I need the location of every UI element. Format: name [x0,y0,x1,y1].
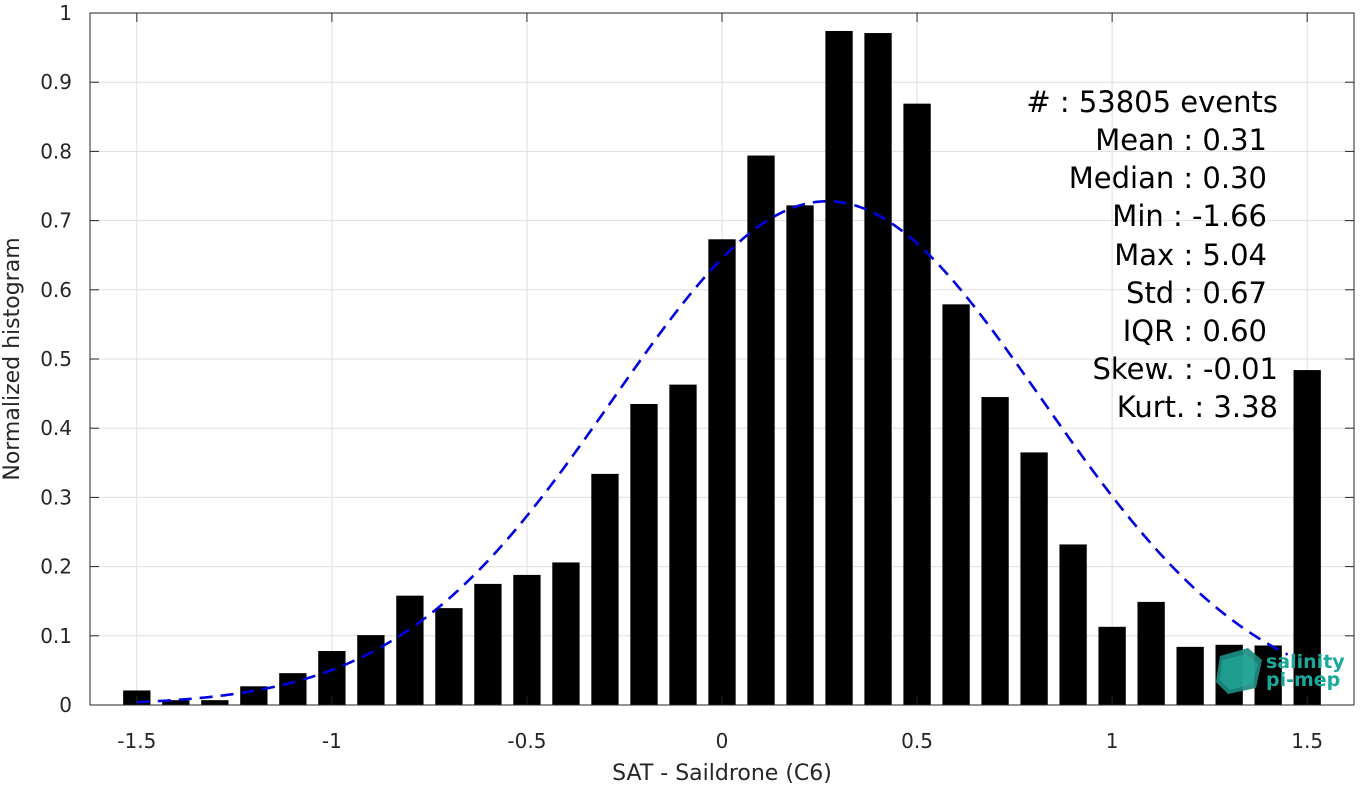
stat-kurt: Kurt. : 3.38 [1117,390,1278,424]
histogram-bar [1098,626,1126,705]
stat-iqr: IQR : 0.60 [1123,314,1267,348]
histogram-bar [1176,646,1204,705]
histogram-bar [1020,452,1048,705]
x-ticks: -1.5 -1 -0.5 0 0.5 1 1.5 [117,13,1323,753]
stat-skew: Skew. : -0.01 [1092,352,1278,386]
y-tick-label: 0.2 [40,555,72,579]
y-tick-label: 0.9 [40,70,72,94]
histogram-bar [474,583,502,705]
histogram-bar [903,103,931,706]
histogram-bar [396,595,424,705]
histogram-bar [357,635,385,705]
histogram-bar [1059,544,1087,705]
histogram-bar [747,155,775,705]
histogram-bar [786,205,814,705]
y-axis-label: Normalized histogram [0,237,25,480]
histogram-bar [630,403,658,705]
y-tick-label: 0.4 [40,416,72,440]
histogram-bar [1137,601,1165,705]
histogram-bar [162,700,190,705]
y-tick-label: 0 [59,693,72,717]
histogram-bar [1254,645,1282,705]
stat-median: Median : 0.30 [1069,161,1267,195]
stat-mean: Mean : 0.31 [1095,123,1267,157]
x-tick-label: -0.5 [507,729,546,753]
bars [123,30,1321,706]
stat-events: # : 53805 events [1026,85,1278,119]
x-tick-label: 1.5 [1291,729,1323,753]
x-tick-label: 1 [1106,729,1119,753]
x-tick-label: 0.5 [901,729,933,753]
y-tick-label: 0.6 [40,278,72,302]
stat-min: Min : -1.66 [1112,199,1267,233]
histogram-bar [201,700,229,705]
y-tick-label: 0.7 [40,209,72,233]
histogram-bar [513,574,541,705]
y-tick-label: 0.5 [40,347,72,371]
logo-text-salinity: salinity [1266,651,1345,673]
salinity-pi-mep-logo: salinity pi-mep [1216,648,1345,694]
histogram-bar [825,30,853,705]
histogram-bar [669,384,697,705]
x-tick-label: -1.5 [117,729,156,753]
y-tick-label: 0.1 [40,624,72,648]
y-tick-label: 0.8 [40,139,72,163]
y-tick-label: 1 [59,1,72,25]
logo-text-pi-mep: pi-mep [1266,669,1340,691]
x-axis-label: SAT - Saildrone (C6) [612,761,832,785]
stat-max: Max : 5.04 [1114,238,1267,272]
x-tick-label: -1 [322,729,342,753]
histogram-bar [708,239,736,705]
histogram-bar [279,673,307,705]
gaussian-fit-curve [136,199,1289,704]
histogram-bar [552,562,580,705]
histogram-bar [864,33,892,706]
histogram-bar [435,608,463,705]
x-tick-label: 0 [716,729,729,753]
histogram-bar [591,473,619,705]
histogram-bar [1293,370,1321,705]
stat-std: Std : 0.67 [1126,276,1267,310]
histogram-bar [942,304,970,705]
y-tick-label: 0.3 [40,485,72,509]
stats-annotation: # : 53805 events Mean : 0.31 Median : 0.… [1026,85,1278,424]
y-ticks: 0 0.1 0.2 0.3 0.4 0.5 0.6 0.7 0.8 0.9 1 [40,1,1354,717]
histogram-bar [981,397,1009,705]
